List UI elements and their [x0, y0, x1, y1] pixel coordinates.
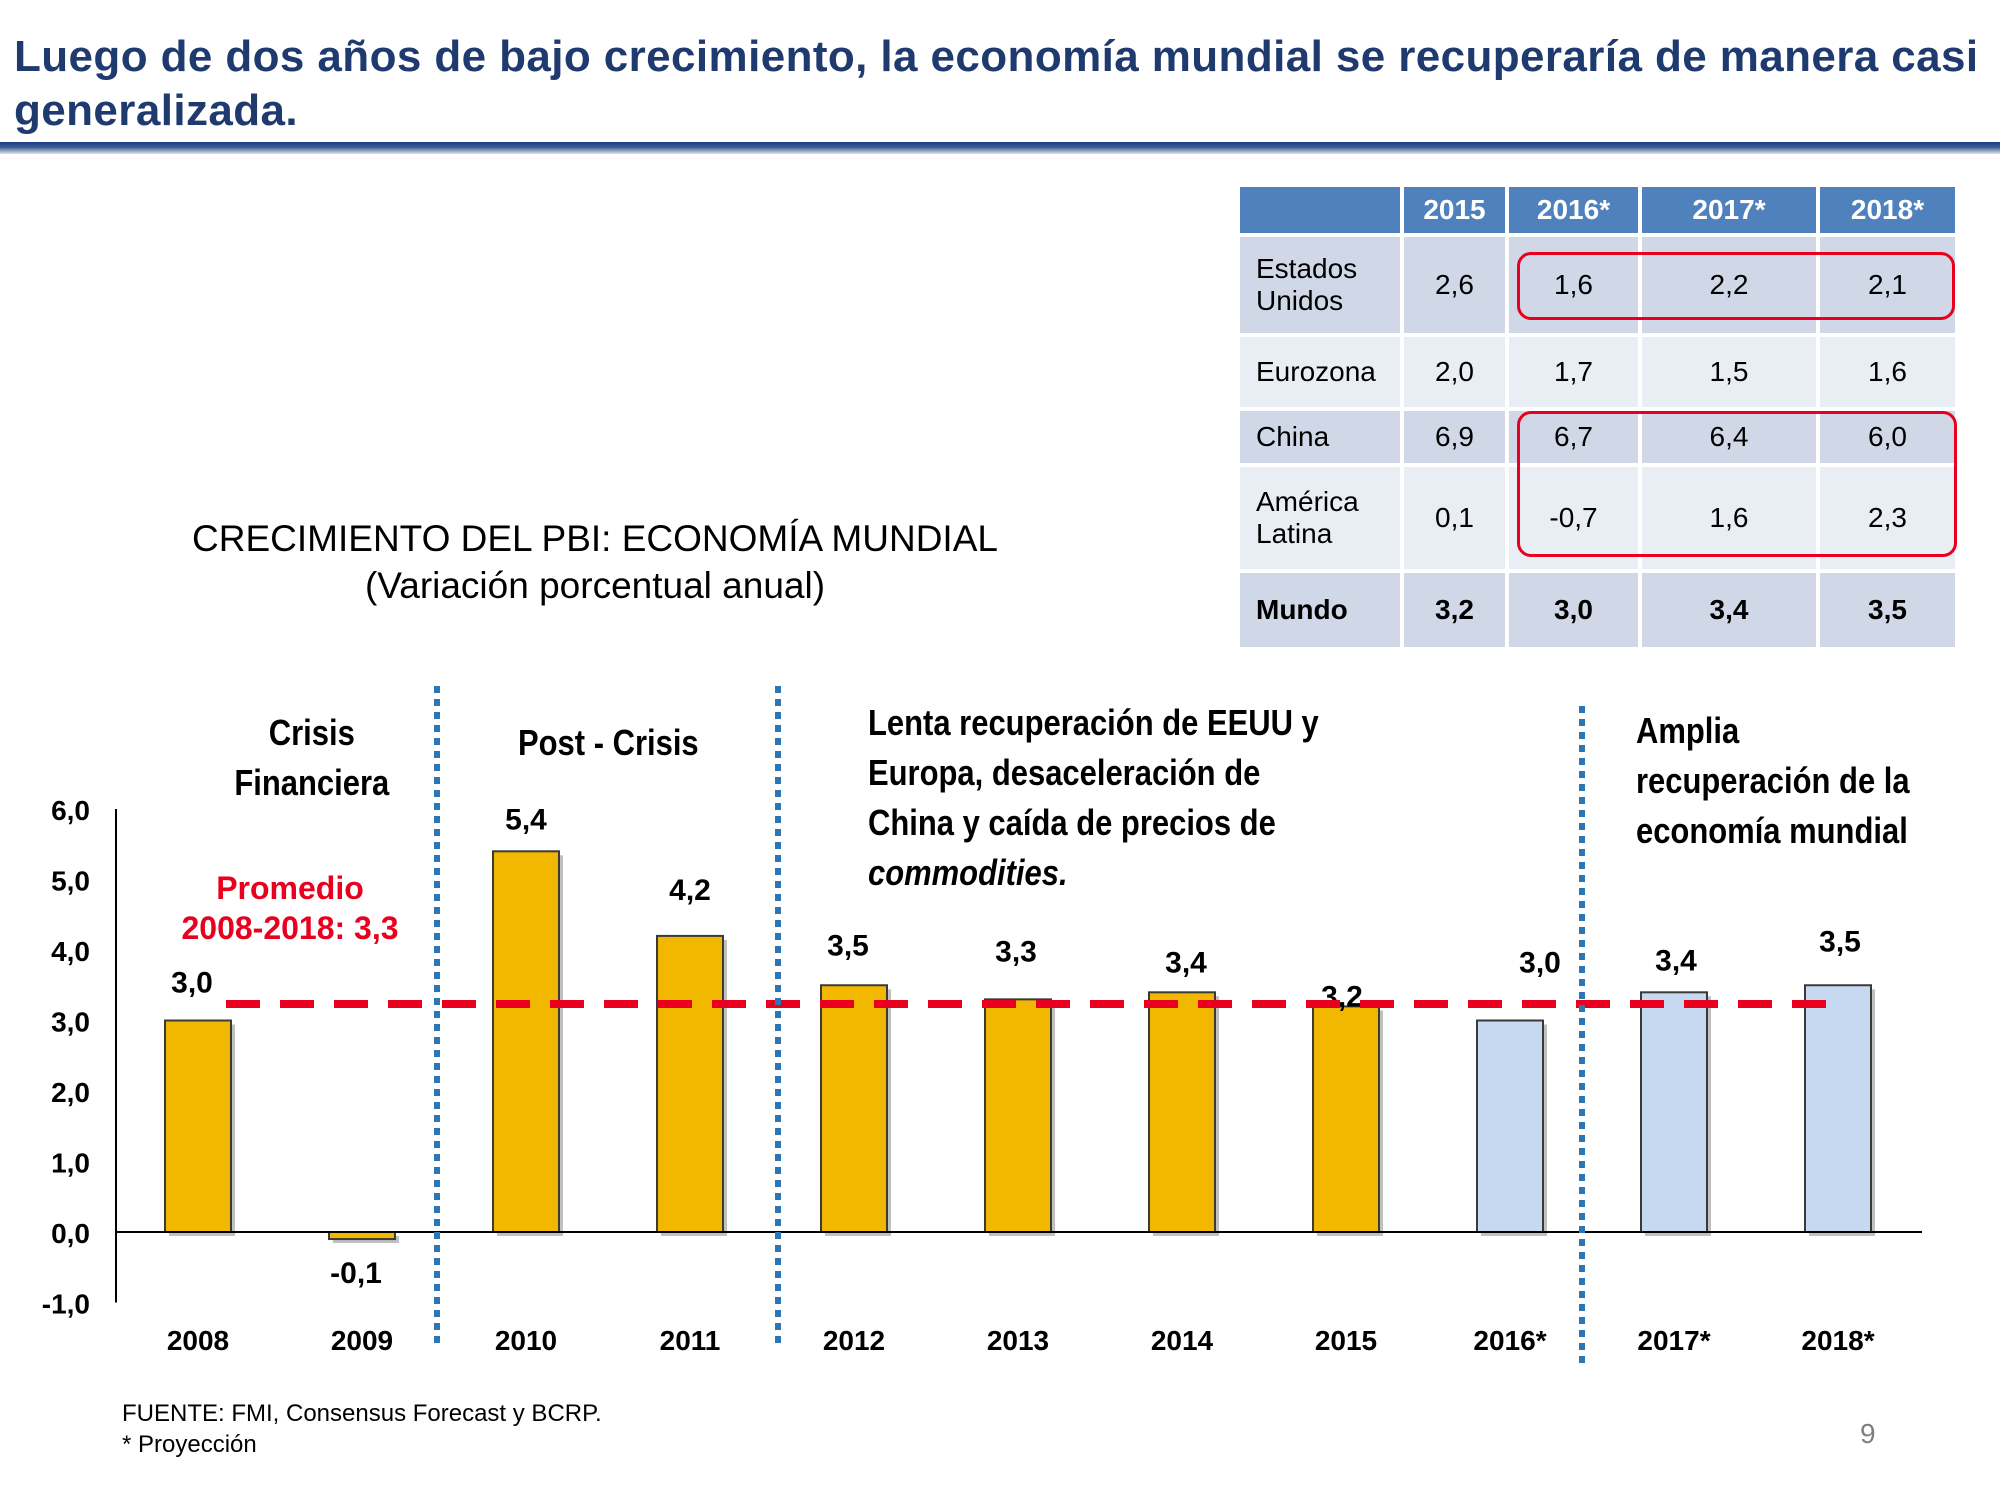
- y-tick-label: 2,0: [51, 1077, 90, 1108]
- x-tick-label: 2009: [331, 1325, 393, 1356]
- table-header-cell: 2015: [1404, 187, 1505, 233]
- y-tick-label: 5,0: [51, 866, 90, 897]
- x-tick-label: 2017*: [1637, 1325, 1710, 1356]
- y-tick-label: 4,0: [51, 936, 90, 967]
- value-label: 3,5: [1819, 925, 1861, 958]
- table-cell: 6,4: [1642, 411, 1816, 463]
- table-cell: 2,3: [1820, 467, 1955, 569]
- table-row: Eurozona 2,0 1,7 1,5 1,6: [1240, 337, 1955, 407]
- table-cell: 0,1: [1404, 467, 1505, 569]
- bar: [1312, 1005, 1380, 1234]
- table-cell: 1,7: [1509, 337, 1638, 407]
- bar: [1640, 991, 1708, 1233]
- table-header-row: 2015 2016* 2017* 2018*: [1240, 187, 1955, 233]
- bar: [1148, 991, 1216, 1233]
- table-cell-country: Mundo: [1240, 573, 1400, 647]
- table-cell: 6,0: [1820, 411, 1955, 463]
- table-cell: 3,5: [1820, 573, 1955, 647]
- value-label: -0,1: [330, 1257, 382, 1290]
- table-cell: 2,6: [1404, 237, 1505, 333]
- bar: [820, 984, 888, 1233]
- slide-title: Luego de dos años de bajo crecimiento, l…: [14, 32, 1979, 135]
- y-tick-label: -1,0: [42, 1289, 90, 1320]
- bar: [656, 934, 724, 1234]
- table-row: China 6,9 6,7 6,4 6,0: [1240, 411, 1955, 463]
- period-label-slow-recovery: Lenta recuperación de EEUU y Europa, des…: [868, 702, 1319, 893]
- bar: [1804, 984, 1872, 1233]
- table-header-cell: 2018*: [1820, 187, 1955, 233]
- table-cell: 3,2: [1404, 573, 1505, 647]
- x-tick-label: 2014: [1151, 1325, 1214, 1356]
- table-header-cell: 2016*: [1509, 187, 1638, 233]
- labels-group: -1,0 0,0 1,0 2,0 3,0 4,0 5,0 6,0 3,0 2008 -0,1 2009…: [42, 795, 1875, 1356]
- table-cell: 3,4: [1642, 573, 1816, 647]
- table-cell-country: América Latina: [1240, 467, 1400, 569]
- value-label: 3,4: [1655, 944, 1697, 977]
- x-tick-label: 2018*: [1801, 1325, 1874, 1356]
- bars-group: [164, 850, 1875, 1244]
- value-label: 3,3: [995, 935, 1037, 968]
- table-header-cell: 2017*: [1642, 187, 1816, 233]
- table-cell-country: Estados Unidos: [1240, 237, 1400, 333]
- table-cell: 2,0: [1404, 337, 1505, 407]
- period-label-post-crisis: Post - Crisis: [518, 722, 699, 763]
- x-tick-label: 2011: [660, 1325, 721, 1356]
- value-label: 3,0: [1519, 947, 1561, 980]
- axes-group: [115, 809, 1922, 1303]
- value-label: 5,4: [505, 803, 547, 836]
- table-cell-country: Eurozona: [1240, 337, 1400, 407]
- period-label-crisis: Crisis Financiera: [234, 712, 390, 803]
- table-row-world: Mundo 3,2 3,0 3,4 3,5: [1240, 573, 1955, 647]
- table-cell: 1,6: [1820, 337, 1955, 407]
- title-rule: [0, 142, 2000, 154]
- table-cell: 1,5: [1642, 337, 1816, 407]
- chart-title: CRECIMIENTO DEL PBI: ECONOMÍA MUNDIAL: [192, 518, 998, 559]
- bar: [984, 998, 1052, 1233]
- bar: [164, 1019, 232, 1233]
- period-label-broad-recovery: Amplia recuperación de la economía mundi…: [1636, 710, 1910, 851]
- average-label: Promedio 2008-2018: 3,3: [181, 870, 399, 946]
- y-tick-label: 3,0: [51, 1007, 90, 1038]
- x-tick-label: 2010: [495, 1325, 557, 1356]
- x-tick-label: 2016*: [1473, 1325, 1546, 1356]
- table-cell-country: China: [1240, 411, 1400, 463]
- value-label: 3,4: [1165, 946, 1207, 979]
- source-note: FUENTE: FMI, Consensus Forecast y BCRP. …: [122, 1400, 602, 1458]
- value-label: 3,2: [1321, 980, 1363, 1013]
- table-cell: 1,6: [1642, 467, 1816, 569]
- page-number: 9: [1860, 1418, 1876, 1449]
- bar: [328, 1231, 396, 1241]
- highlight-box-china-latam: [1517, 411, 1957, 557]
- x-tick-label: 2008: [167, 1325, 229, 1356]
- bar: [492, 850, 560, 1233]
- highlight-box-usa: [1517, 252, 1955, 320]
- value-label: 3,5: [827, 929, 869, 962]
- x-tick-label: 2012: [823, 1325, 885, 1356]
- overlay-group: [226, 686, 1842, 1366]
- bar: [1476, 1019, 1544, 1233]
- y-tick-label: 0,0: [51, 1218, 90, 1249]
- value-label: 4,2: [669, 874, 711, 907]
- y-tick-label: 6,0: [51, 795, 90, 826]
- y-tick-label: 1,0: [51, 1148, 90, 1179]
- table-cell: 3,0: [1509, 573, 1638, 647]
- table-header-cell: [1240, 187, 1400, 233]
- chart-subtitle: (Variación porcentual anual): [364, 565, 826, 606]
- table-cell: 6,9: [1404, 411, 1505, 463]
- value-label: 3,0: [171, 967, 213, 1000]
- x-tick-label: 2013: [987, 1325, 1049, 1356]
- x-tick-label: 2015: [1315, 1325, 1377, 1356]
